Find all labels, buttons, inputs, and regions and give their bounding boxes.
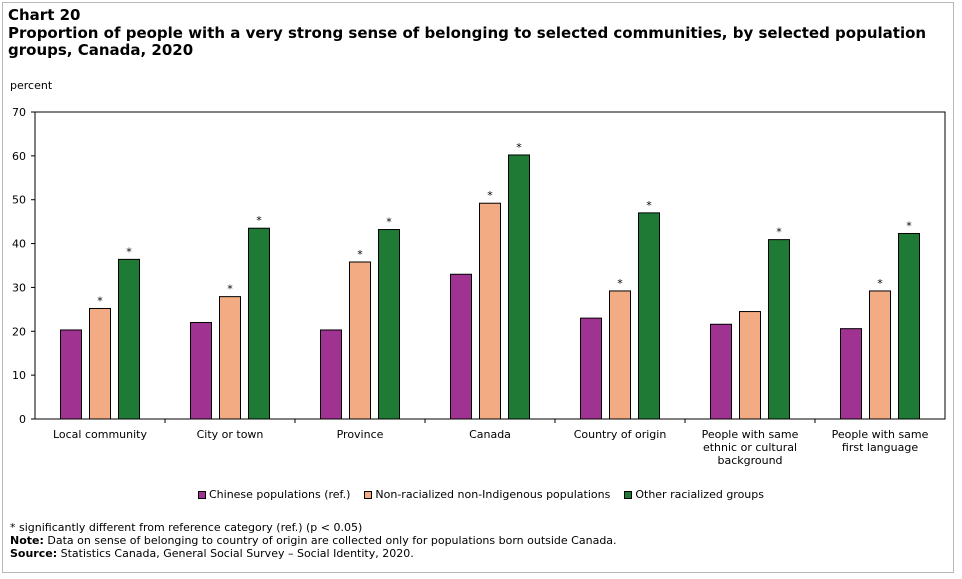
significance-marker: *	[126, 245, 132, 258]
significance-marker: *	[877, 277, 883, 290]
significance-marker: *	[227, 283, 233, 296]
bar	[580, 317, 602, 420]
legend-item-chinese: Chinese populations (ref.)	[197, 488, 351, 501]
significance-marker: *	[906, 219, 912, 232]
note-label: Note:	[10, 534, 44, 547]
bar	[609, 290, 631, 420]
bar	[768, 239, 790, 420]
significance-marker: *	[617, 277, 623, 290]
bar	[349, 261, 371, 420]
y-tick-label: 70	[12, 106, 26, 119]
significance-marker: *	[776, 226, 782, 239]
x-tick-label: Country of origin	[574, 428, 667, 441]
bar	[248, 227, 270, 420]
chart-number: Chart 20	[8, 6, 81, 24]
significance-marker: *	[386, 216, 392, 229]
source-label: Source:	[10, 547, 58, 560]
bar	[508, 154, 530, 420]
y-tick-label: 30	[12, 281, 26, 294]
significance-marker: *	[97, 294, 103, 307]
x-tick-label: Province	[337, 428, 384, 441]
bar	[638, 212, 660, 420]
y-axis-label: percent	[10, 79, 53, 92]
chart-frame	[2, 2, 954, 573]
bar	[190, 322, 212, 420]
x-tick-label: People with same	[702, 428, 799, 441]
x-tick-label: background	[717, 454, 782, 467]
bar	[739, 311, 761, 420]
legend-label-non-racialized: Non-racialized non-Indigenous population…	[375, 488, 611, 501]
y-tick-label: 20	[12, 325, 26, 338]
bar	[840, 328, 862, 420]
x-tick-label: Local community	[53, 428, 148, 441]
significance-marker: *	[516, 141, 522, 154]
legend-label-chinese: Chinese populations (ref.)	[208, 488, 351, 501]
bar	[378, 229, 400, 420]
y-tick-label: 10	[12, 369, 26, 382]
source-text: Statistics Canada, General Social Survey…	[57, 547, 414, 560]
bar	[450, 273, 472, 420]
bar	[869, 290, 891, 420]
bar	[60, 329, 82, 420]
x-tick-label: ethnic or cultural	[703, 441, 797, 454]
legend-swatch-chinese	[197, 490, 206, 499]
legend-item-non-racialized: Non-racialized non-Indigenous population…	[364, 488, 610, 501]
bar	[219, 296, 241, 420]
x-tick-label: Canada	[469, 428, 511, 441]
bar	[320, 329, 342, 420]
bar	[118, 258, 140, 420]
significance-marker: *	[256, 214, 262, 227]
y-tick-label: 40	[12, 238, 26, 251]
x-tick-label: People with same	[832, 428, 929, 441]
y-tick-label: 50	[12, 194, 26, 207]
legend-label-other-racialized: Other racialized groups	[635, 488, 764, 501]
y-tick-label: 0	[19, 413, 26, 426]
bar	[479, 202, 501, 420]
legend-swatch-other-racialized	[624, 490, 633, 499]
data-note: Note: Data on sense of belonging to coun…	[10, 534, 617, 547]
legend-item-other-racialized: Other racialized groups	[624, 488, 764, 501]
bar	[710, 323, 732, 420]
source-note: Source: Statistics Canada, General Socia…	[10, 547, 617, 560]
y-tick-label: 60	[12, 150, 26, 163]
chart-title: Proportion of people with a very strong …	[8, 24, 927, 59]
legend: Chinese populations (ref.) Non-racialize…	[0, 488, 962, 501]
bar	[89, 307, 111, 420]
legend-swatch-non-racialized	[364, 490, 373, 499]
bar	[898, 232, 920, 420]
significance-marker: *	[646, 199, 652, 212]
note-text: Data on sense of belonging to country of…	[43, 534, 617, 547]
significance-note: * significantly different from reference…	[10, 521, 363, 534]
x-tick-label: first language	[842, 441, 918, 454]
x-tick-label: City or town	[197, 428, 264, 441]
footnotes: * significantly different from reference…	[10, 521, 617, 560]
significance-marker: *	[357, 248, 363, 261]
significance-marker: *	[487, 189, 493, 202]
